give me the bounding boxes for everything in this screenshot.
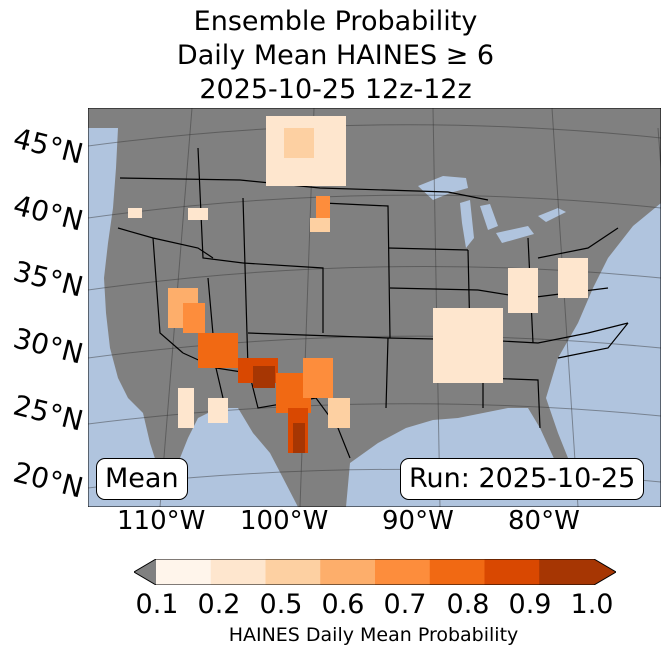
colorbar-segment [429, 559, 485, 585]
colorbar-label: HAINES Daily Mean Probability [228, 624, 519, 646]
lat-label-20: 20°N [10, 455, 87, 505]
lon-label-80: 80°W [508, 506, 580, 536]
colorbar-tick-6: 0.9 [508, 589, 552, 620]
colorbar-segment [484, 559, 540, 585]
colorbar [134, 559, 616, 585]
colorbar-segment [156, 559, 212, 585]
colorbar-tick-2: 0.5 [259, 589, 303, 620]
lon-label-100: 100°W [240, 506, 329, 536]
map-title-line1: Ensemble Probability [193, 6, 478, 37]
colorbar-tick-3: 0.6 [321, 589, 365, 620]
mean-label-box: Mean [96, 458, 188, 500]
colorbar-tick-7: 1.0 [570, 589, 614, 620]
lat-label-25: 25°N [10, 388, 87, 438]
colorbar-over-arrow [594, 559, 616, 585]
probability-cells [128, 116, 588, 453]
probability-map [88, 108, 661, 507]
lat-label-35: 35°N [10, 254, 87, 304]
land-mass [88, 108, 661, 507]
colorbar-segment [375, 559, 431, 585]
colorbar-tick-5: 0.8 [446, 589, 490, 620]
colorbar-tick-4: 0.7 [383, 589, 427, 620]
colorbar-segment [539, 559, 595, 585]
colorbar-segment [320, 559, 376, 585]
colorbar-segment [265, 559, 321, 585]
colorbar-under-arrow [134, 559, 156, 585]
lat-label-40: 40°N [10, 188, 87, 238]
lat-label-30: 30°N [10, 321, 87, 371]
map-title-line2: Daily Mean HAINES ≥ 6 [176, 40, 495, 71]
great-lakes [418, 176, 566, 248]
colorbar-tick-1: 0.2 [197, 589, 241, 620]
lon-label-90: 90°W [382, 506, 454, 536]
colorbar-tick-0: 0.1 [135, 589, 179, 620]
run-date-box: Run: 2025-10-25 [400, 458, 645, 500]
colorbar-segment [210, 559, 266, 585]
lon-label-110: 110°W [117, 506, 206, 536]
lat-label-45: 45°N [10, 121, 87, 171]
map-title-line3: 2025-10-25 12z-12z [199, 74, 472, 105]
